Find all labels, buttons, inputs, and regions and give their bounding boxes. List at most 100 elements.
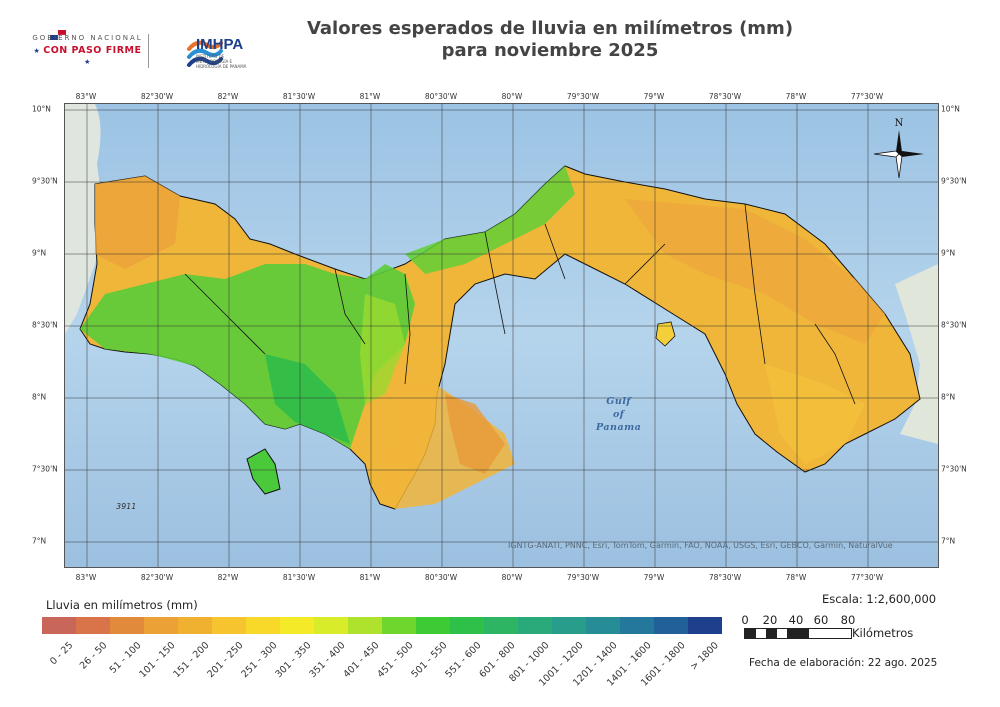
legend-labels: 0 - 25 26 - 50 51 - 100 101 - 150 151 - 200 2… (42, 640, 722, 700)
top-longitude-label: 82°W (217, 92, 239, 101)
legend-label: 401 - 450 (341, 640, 382, 681)
bottom-longitude-label: 78°30'W (708, 573, 742, 582)
top-longitude-label: 80°30'W (424, 92, 458, 101)
logo-divider (148, 34, 149, 68)
scale-number: 60 (813, 613, 829, 627)
gulf-of-panama-label: Gulf of Panama (596, 395, 641, 434)
costa-rica-land (65, 104, 105, 334)
legend-label: 0 - 25 (47, 640, 76, 668)
legend-swatch (348, 617, 382, 634)
left-latitude-label: 9°30'N (32, 176, 58, 186)
right-latitude-label: 10°N (941, 104, 960, 114)
legend-swatch (586, 617, 620, 634)
bottom-longitude-label: 81°W (359, 573, 381, 582)
map-credit: IGNTG-ANATI, PNNC, Esri, TomTom, Garmin,… (508, 541, 893, 550)
right-latitude-label: 8°N (941, 392, 956, 402)
top-longitude-label: 81°W (359, 92, 381, 101)
compass-north-label: N (895, 118, 904, 129)
legend-label: 551 - 600 (443, 640, 484, 681)
legend-label: 501 - 550 (409, 640, 450, 681)
map-title-line2: para noviembre 2025 (441, 40, 659, 61)
legend-swatch (314, 617, 348, 634)
legend-swatch (654, 617, 688, 634)
bottom-longitude-label: 77°30'W (850, 573, 884, 582)
legend-swatch (450, 617, 484, 634)
legend-label: > 1800 (688, 640, 722, 673)
bottom-longitude-label: 79°W (643, 573, 665, 582)
scale-number: 20 (762, 613, 778, 627)
right-latitude-label: 7°N (941, 536, 956, 546)
right-latitude-label: 7°30'N (941, 464, 967, 474)
bottom-longitude-label: 80°W (501, 573, 523, 582)
legend-label: 151 - 200 (171, 640, 212, 681)
rain-zone-azuero-orange (445, 394, 505, 474)
legend-label: 251 - 300 (239, 640, 280, 681)
province-borders (184, 203, 856, 405)
left-latitude-label: 8°30'N (32, 320, 58, 330)
bottom-longitude-label: 78°W (785, 573, 807, 582)
top-longitude-label: 83°W (75, 92, 97, 101)
legend-swatch (110, 617, 144, 634)
depth-label: 3911 (116, 502, 137, 511)
top-longitude-label: 79°30'W (566, 92, 600, 101)
legend-swatch (212, 617, 246, 634)
top-longitude-label: 78°30'W (708, 92, 742, 101)
legend-label: 351 - 400 (307, 640, 348, 681)
legend-label: 26 - 50 (77, 640, 110, 672)
map-title-line1: Valores esperados de lluvia en milímetro… (306, 18, 794, 39)
legend-swatch (484, 617, 518, 634)
imhpa-logo-text: IMHPA (196, 36, 244, 53)
rain-zone-orange-east (625, 199, 885, 344)
north-arrow-icon: N (873, 118, 924, 179)
scale-unit: Kilómetros (852, 626, 914, 640)
gulf-label-line3: Panama (596, 422, 642, 433)
graticule-lines (65, 104, 938, 567)
government-logo-line: GOBIERNO NACIONAL (32, 34, 143, 42)
legend-label: 301 - 350 (273, 640, 314, 681)
legend-swatch (552, 617, 586, 634)
top-longitude-label: 77°30'W (850, 92, 884, 101)
top-longitude-label: 78°W (785, 92, 807, 101)
legend-swatch (246, 617, 280, 634)
rain-zone-green-colon (405, 166, 575, 274)
legend-swatch (144, 617, 178, 634)
legend-swatch (178, 617, 212, 634)
left-latitude-label: 10°N (32, 104, 51, 114)
legend-title: Lluvia en milímetros (mm) (46, 598, 198, 612)
scale-text: Escala: 1:2,600,000 (822, 592, 937, 606)
scale-number: 0 (741, 613, 749, 627)
gulf-label-line2: of (612, 409, 625, 420)
left-latitude-label: 7°30'N (32, 464, 58, 474)
imhpa-logo-icon (187, 40, 223, 67)
legend-swatch (76, 617, 110, 634)
right-latitude-label: 8°30'N (941, 320, 967, 330)
colombia-land (895, 264, 938, 444)
rainfall-map (65, 104, 938, 567)
legend-label: 101 - 150 (137, 640, 178, 681)
scale-bar (744, 628, 852, 639)
scale-number: 80 (840, 613, 856, 627)
legend-label: 201 - 250 (205, 640, 246, 681)
bottom-longitude-label: 80°30'W (424, 573, 458, 582)
government-slogan: CON PASO FIRME (43, 45, 142, 56)
imhpa-logo-subtitle: INSTITUTO DE METEOROLOGÍA E HIDROLOGÍA D… (196, 54, 247, 69)
coiba-island (246, 448, 281, 495)
map-frame (64, 103, 939, 568)
bottom-longitude-label: 81°30'W (282, 573, 316, 582)
legend-swatch (688, 617, 722, 634)
creation-date: Fecha de elaboración: 22 ago. 2025 (749, 657, 938, 669)
gulf-label-line1: Gulf (606, 396, 632, 407)
bottom-longitude-label: 83°W (75, 573, 97, 582)
top-longitude-label: 80°W (501, 92, 523, 101)
rain-zone-azuero (380, 364, 515, 509)
left-latitude-label: 9°N (32, 248, 47, 258)
legend-swatch (620, 617, 654, 634)
legend-swatch (518, 617, 552, 634)
bottom-longitude-label: 79°30'W (566, 573, 600, 582)
right-latitude-label: 9°N (941, 248, 956, 258)
legend-swatch (416, 617, 450, 634)
top-longitude-label: 79°W (643, 92, 665, 101)
bottom-longitude-label: 82°30'W (140, 573, 174, 582)
legend-swatch (42, 617, 76, 634)
government-logo: GOBIERNO NACIONAL ★ CON PASO FIRME ★ (30, 34, 145, 67)
